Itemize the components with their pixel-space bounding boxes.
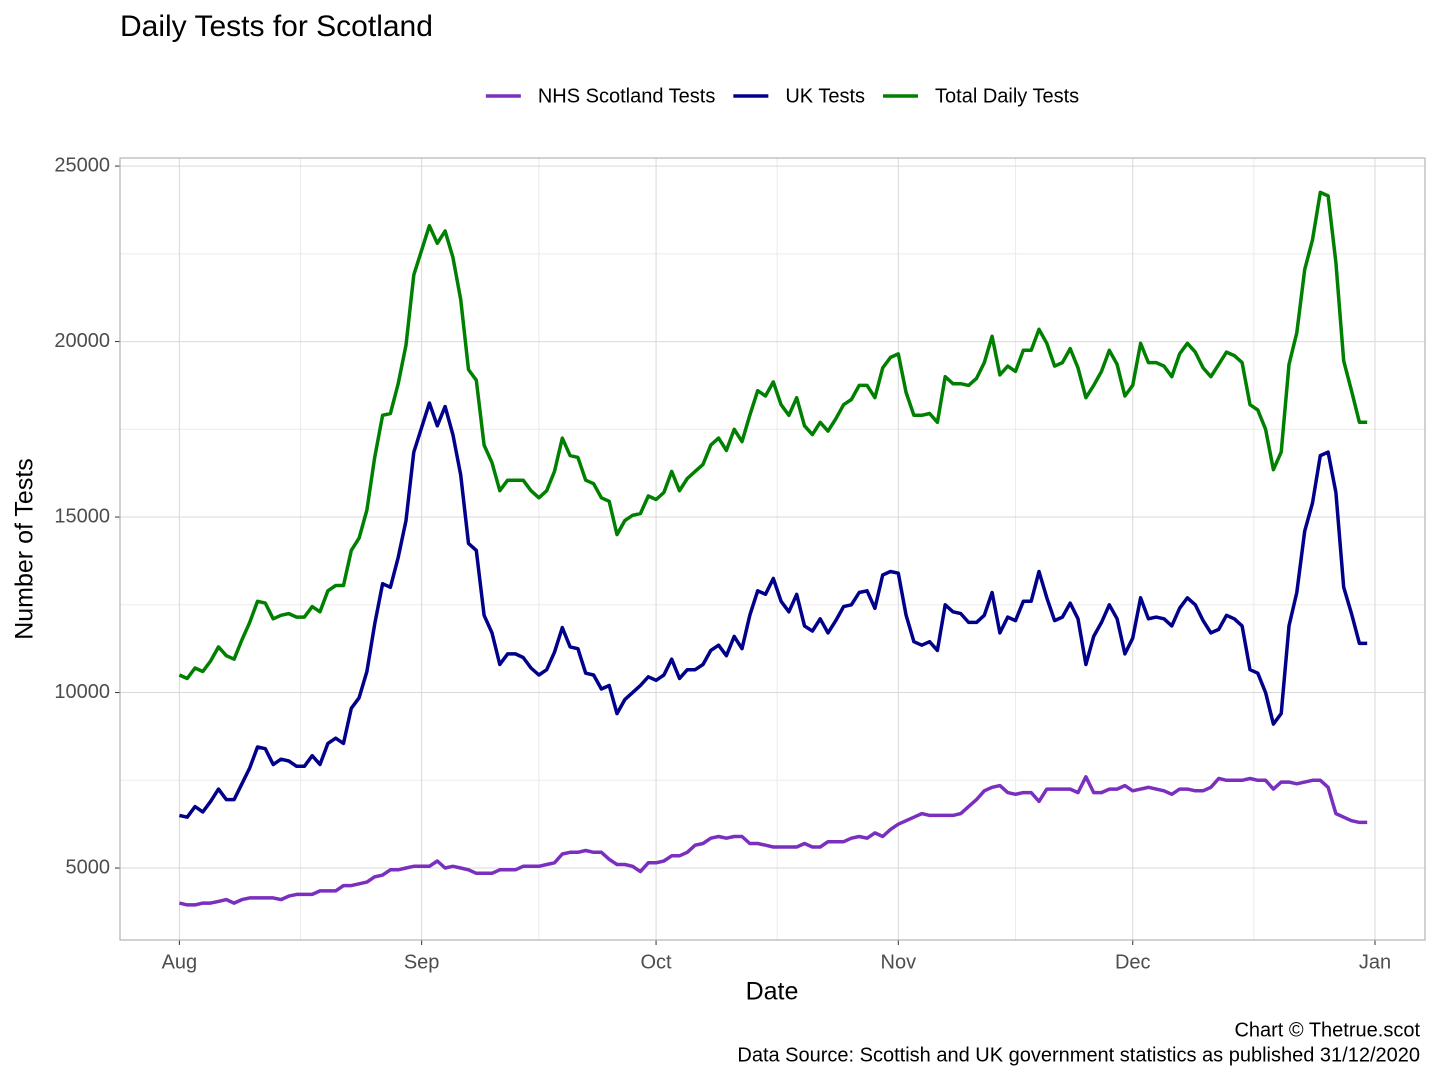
caption: Data Source: Scottish and UK government … (737, 1044, 1420, 1066)
caption: Chart © Thetrue.scot (1234, 1019, 1420, 1041)
y-axis-title: Number of Tests (11, 458, 39, 640)
plot-border (119, 157, 1426, 941)
line-series (179, 401, 1368, 819)
legend-label: Total Daily Tests (935, 85, 1079, 107)
x-tick-label: Aug (162, 951, 198, 973)
y-tick-label: 10000 (54, 681, 110, 703)
x-axis-title: Date (746, 978, 799, 1006)
y-tick-label: 15000 (54, 505, 110, 527)
legend-label: NHS Scotland Tests (538, 85, 716, 107)
line-series (179, 775, 1368, 907)
x-tick-label: Jan (1359, 951, 1391, 973)
y-tick-label: 20000 (54, 330, 110, 352)
x-tick-label: Nov (881, 951, 917, 973)
chart-title: Daily Tests for Scotland (120, 10, 433, 43)
x-tick-label: Oct (641, 951, 673, 973)
legend-label: UK Tests (785, 85, 865, 107)
y-tick-label: 5000 (66, 856, 111, 878)
line-series (178, 190, 1368, 681)
x-tick-label: Sep (404, 951, 440, 973)
y-tick-label: 25000 (54, 154, 110, 176)
x-tick-label: Dec (1115, 951, 1151, 973)
